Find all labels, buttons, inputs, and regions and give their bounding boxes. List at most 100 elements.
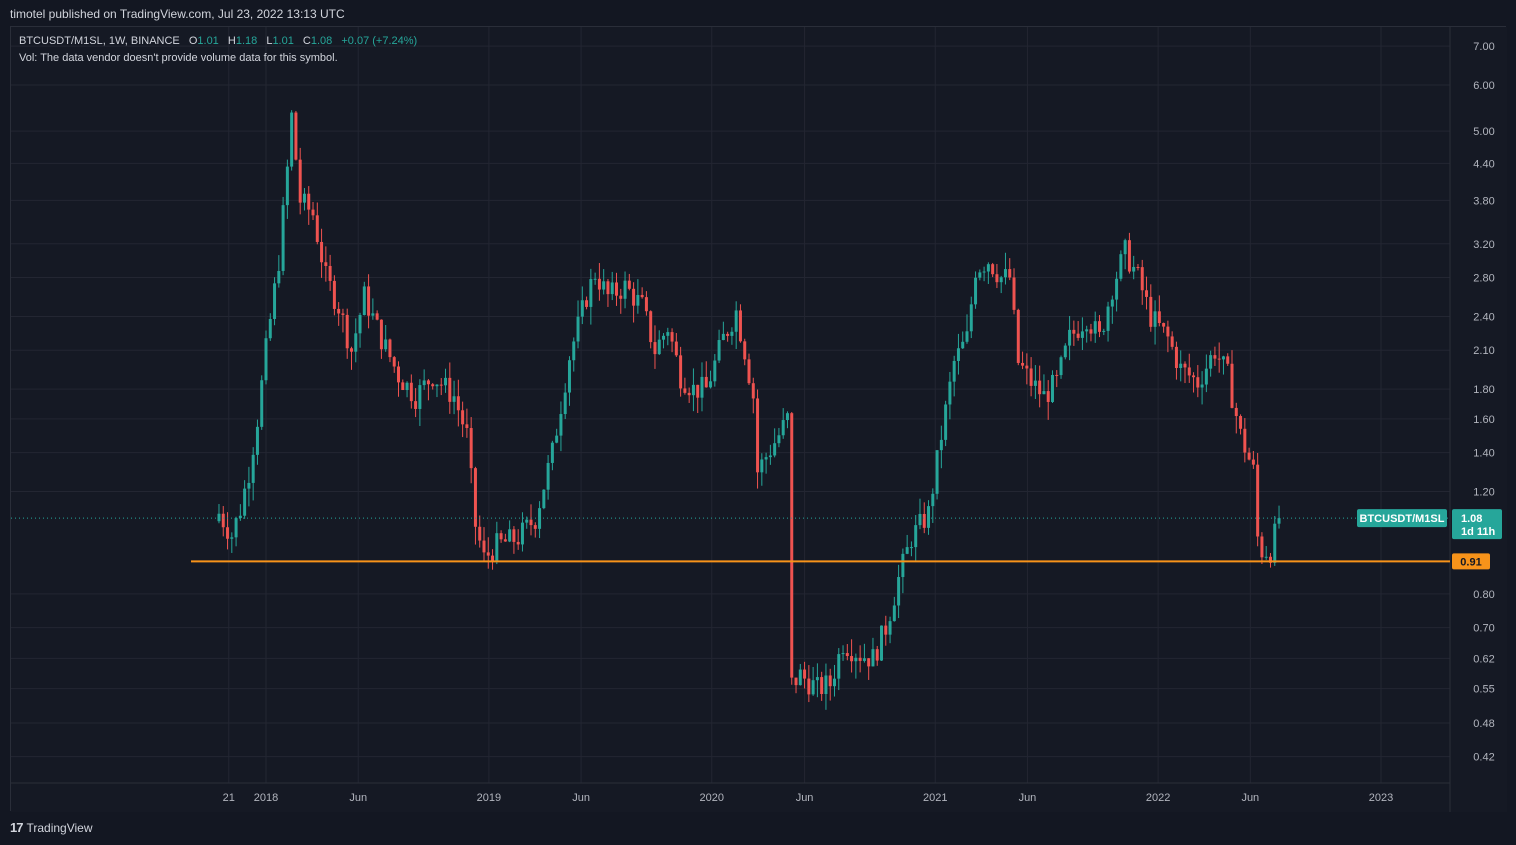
candle-body: [529, 519, 533, 526]
x-tick-label: 2021: [923, 792, 947, 804]
candle-body: [738, 310, 742, 342]
candle-body: [785, 413, 789, 421]
x-tick-label: Jun: [796, 792, 814, 804]
candle-body: [379, 319, 383, 350]
candle-body: [961, 341, 965, 349]
candle-body: [687, 392, 691, 396]
legend-change: +0.07 (+7.24%): [341, 35, 418, 47]
candle-body: [1209, 355, 1213, 369]
candle-body: [1251, 459, 1255, 465]
symbol-legend[interactable]: BTCUSDT/M1SL, 1W, BINANCE O1.01 H1.18 L1…: [19, 35, 417, 47]
candle-body: [1174, 346, 1178, 369]
candle-body: [726, 333, 730, 336]
candle-body: [332, 280, 336, 309]
candle-body: [1063, 345, 1067, 358]
candle-body: [991, 264, 995, 275]
candle-body: [580, 300, 584, 317]
candle-body: [734, 310, 738, 332]
y-tick-label: 6.00: [1473, 80, 1494, 92]
candle-body: [756, 398, 760, 473]
candle-body: [811, 680, 815, 695]
candle-body: [1025, 365, 1029, 369]
candle-body: [1192, 375, 1196, 378]
candle-body: [939, 439, 943, 451]
y-tick-label: 4.40: [1473, 158, 1494, 170]
candle-body: [606, 281, 610, 295]
candle-body: [880, 625, 884, 661]
candle-body: [311, 209, 315, 216]
y-tick-label: 0.62: [1473, 653, 1494, 665]
candle-body: [1038, 380, 1042, 395]
candle-body: [909, 547, 913, 549]
publisher-line: timotel published on TradingView.com, Ju…: [10, 7, 345, 21]
candle-body: [585, 300, 589, 307]
candle-body: [619, 295, 623, 299]
candle-body: [982, 271, 986, 273]
candle-body: [798, 669, 802, 686]
last-price-tag: [1452, 509, 1502, 540]
candle-body: [623, 280, 627, 299]
candle-body: [1260, 536, 1264, 558]
candle-body: [901, 553, 905, 578]
candlestick-chart[interactable]: 7.00 6.00 5.00 4.40 3.80 3.20 2.80 2.40 2.10 1.80…: [11, 27, 1507, 812]
candle-body: [777, 435, 781, 444]
candle-body: [1008, 269, 1012, 278]
candle-body: [1046, 391, 1050, 402]
y-tick-label: 0.48: [1473, 718, 1494, 730]
candle-body: [559, 414, 563, 436]
candle-body: [751, 383, 755, 399]
volume-note: Vol: The data vendor doesn't provide vol…: [19, 52, 338, 64]
legend-high-value: 1.18: [235, 35, 258, 47]
candle-body: [721, 333, 725, 341]
candle-body: [375, 313, 379, 320]
candle-body: [974, 277, 978, 305]
candle-body: [260, 380, 264, 427]
candle-body: [1268, 556, 1272, 563]
candle-body: [520, 522, 524, 545]
candle-body: [238, 515, 242, 519]
candle-body: [700, 376, 704, 398]
candle-body: [405, 382, 409, 391]
candle-body: [307, 193, 311, 210]
candle-body: [884, 625, 888, 635]
x-tick-label: 2022: [1146, 792, 1170, 804]
candle-body: [807, 678, 811, 695]
candle-body: [790, 413, 794, 678]
candle-body: [854, 657, 858, 662]
candle-body: [491, 555, 495, 562]
x-tick-label: Jun: [1241, 792, 1259, 804]
y-tick-label: 3.20: [1473, 239, 1494, 251]
candle-body: [1140, 267, 1144, 291]
candle-body: [448, 377, 452, 402]
candle-body: [1153, 311, 1157, 327]
candle-body: [495, 533, 499, 562]
candle-body: [1196, 377, 1200, 388]
candle-body: [388, 339, 392, 358]
candle-body: [1217, 358, 1221, 360]
candle-body: [820, 677, 824, 694]
candle-body: [999, 277, 1003, 283]
legend-open-label: O: [188, 35, 198, 47]
candle-body: [615, 282, 618, 296]
candle-body: [435, 384, 439, 387]
candle-body: [743, 341, 747, 360]
candle-body: [593, 278, 597, 280]
candle-body: [486, 552, 490, 556]
candle-body: [914, 525, 918, 548]
candle-body: [255, 426, 259, 455]
candle-body: [794, 677, 798, 686]
candle-body: [1021, 362, 1025, 366]
candle-body: [1256, 464, 1260, 537]
y-tick-label: 1.20: [1473, 487, 1494, 499]
candle-body: [478, 526, 482, 541]
y-tick-label: 0.55: [1473, 684, 1494, 696]
tradingview-logo[interactable]: 17 TradingView: [10, 820, 93, 835]
candle-body: [640, 294, 644, 298]
candle-body: [922, 513, 926, 528]
chart-frame: 7.00 6.00 5.00 4.40 3.80 3.20 2.80 2.40 2.10 1.80…: [10, 26, 1507, 812]
candle-body: [730, 331, 734, 336]
candle-body: [995, 274, 999, 283]
candle-body: [1127, 240, 1131, 272]
candle-body: [1136, 266, 1140, 268]
candle-body: [1016, 309, 1020, 363]
